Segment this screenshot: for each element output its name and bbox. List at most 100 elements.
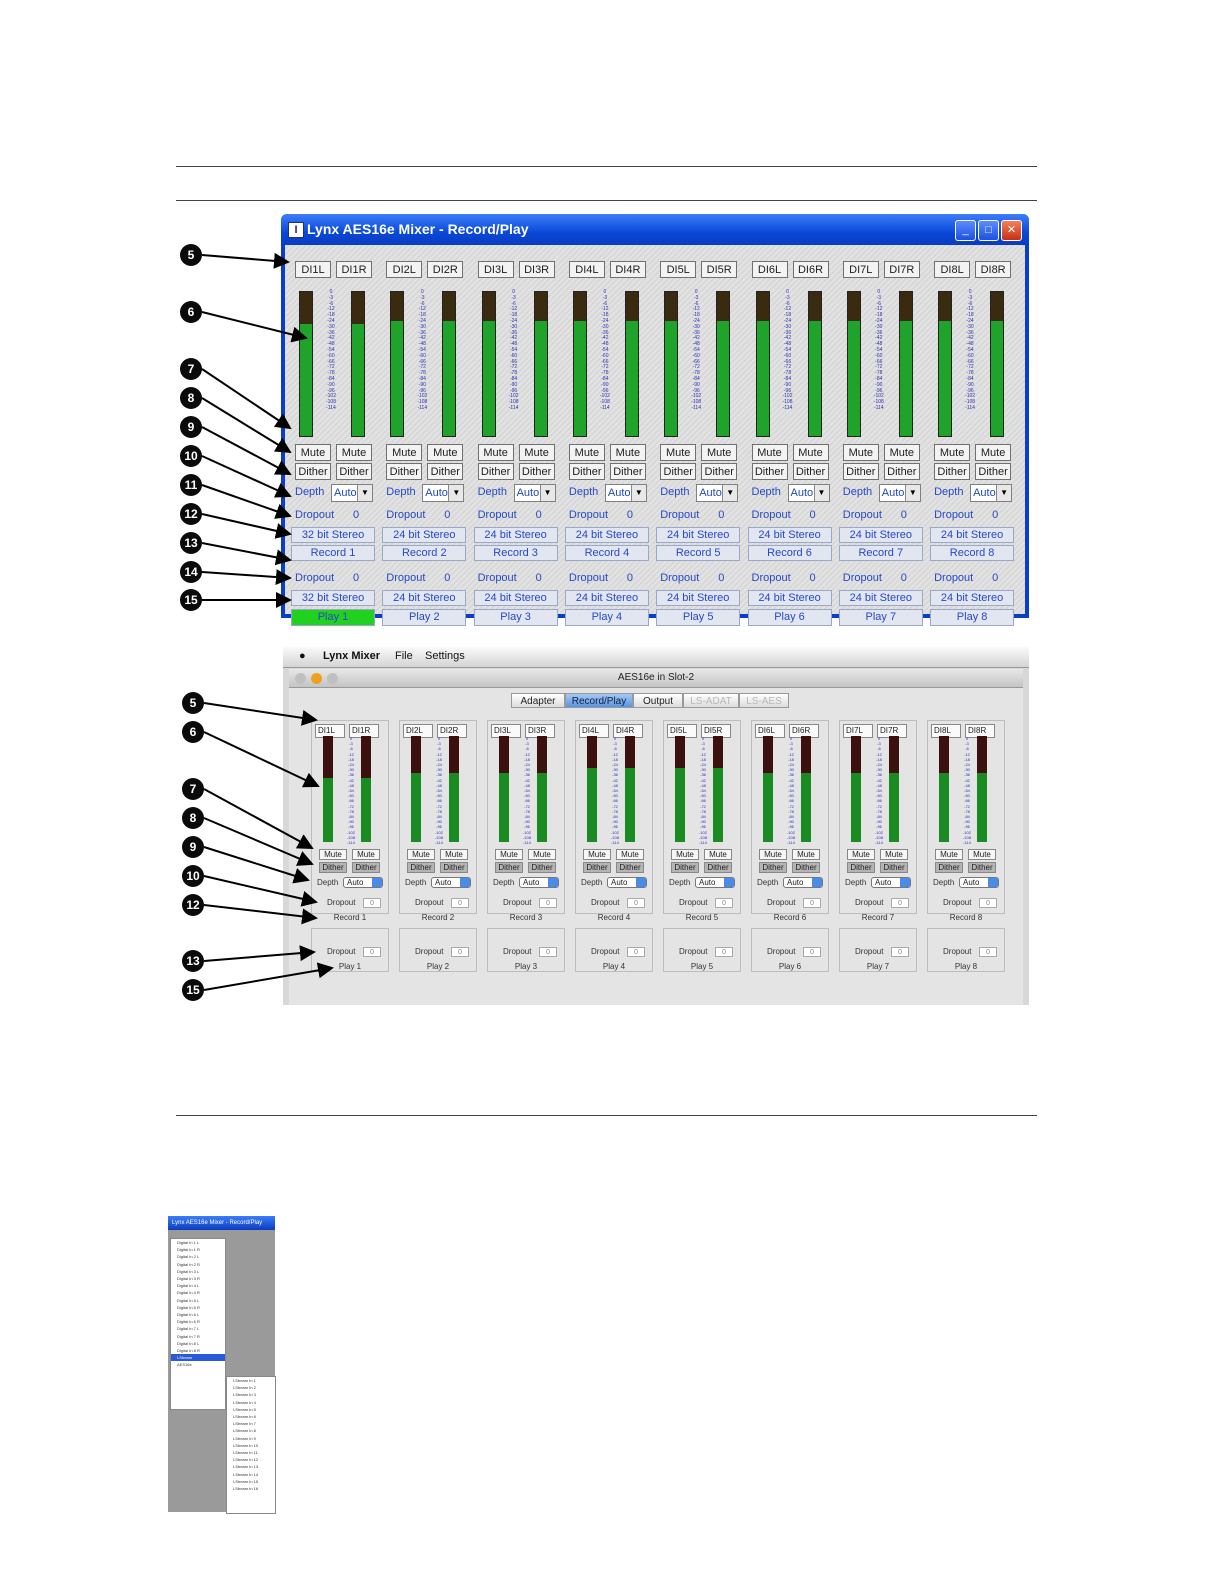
popup-arrows-icon[interactable] [900,878,910,887]
depth-select[interactable]: Auto [519,877,559,888]
mute-button-right[interactable]: Mute [609,444,646,461]
mute-button-right[interactable]: Mute [440,849,468,860]
menu-item[interactable]: LStream In 11 [233,1450,258,1456]
depth-select[interactable]: Auto [959,877,999,888]
dither-checkbox-right[interactable]: Dither [792,862,820,873]
dropdown-arrow-icon[interactable]: ▼ [813,485,829,501]
mute-button-left[interactable]: Mute [847,849,875,860]
menu-item[interactable]: Digital In 6 L [177,1312,200,1318]
zoom-button[interactable] [327,673,338,684]
maximize-icon[interactable]: □ [978,220,999,241]
menu-item[interactable]: LStream In 4 [233,1399,256,1405]
menu-item[interactable]: LStream In 14 [233,1471,259,1477]
menu-item[interactable]: LStream In 13 [233,1464,259,1470]
menu-item[interactable]: LStream In 15 [233,1478,259,1484]
dither-checkbox-right[interactable]: Dither [880,862,908,873]
dither-checkbox-right[interactable]: Dither [427,463,464,480]
menu-item[interactable]: LStream In 1 [233,1378,256,1383]
menu-item[interactable]: Digital In 1 R [177,1247,200,1253]
input-select-left[interactable]: DI4L [568,261,605,278]
menu-app[interactable]: Lynx Mixer [323,650,381,662]
menu-file[interactable]: File [395,650,413,662]
dither-checkbox-right[interactable]: Dither [883,463,920,480]
menu-item[interactable]: LStream In 6 [233,1414,256,1420]
dither-checkbox-right[interactable]: Dither [704,862,732,873]
menu-item[interactable]: LStream In 5 [233,1406,256,1412]
input-select-right[interactable]: DI7R [883,261,920,278]
input-select-left[interactable]: DI8L [934,261,971,278]
dither-checkbox-right[interactable]: Dither [701,463,738,480]
input-select-left[interactable]: DI6L [751,261,788,278]
menu-item[interactable]: Digital In 3 L [177,1268,200,1274]
menu-item[interactable]: Digital In 2 R [177,1261,200,1267]
dropdown-arrow-icon[interactable]: ▼ [539,485,555,501]
mute-button-left[interactable]: Mute [671,849,699,860]
tab-record-play[interactable]: Record/Play [565,693,633,708]
popup-arrows-icon[interactable] [636,878,646,887]
menu-item[interactable]: Digital In 4 L [177,1283,200,1289]
input-select-left[interactable]: DI5L [660,261,697,278]
mute-button-left[interactable]: Mute [407,849,435,860]
minimize-button[interactable] [311,673,322,684]
menu-item[interactable]: Digital In 4 R [177,1290,200,1296]
mute-button-right[interactable]: Mute [883,444,920,461]
menu-item[interactable]: Digital In 8 L [177,1340,200,1346]
dither-checkbox-left[interactable]: Dither [935,862,963,873]
mute-button-right[interactable]: Mute [518,444,555,461]
mute-button-left[interactable]: Mute [842,444,879,461]
input-select-right[interactable]: DI3R [518,261,555,278]
dither-checkbox-right[interactable]: Dither [609,463,646,480]
popup-arrows-icon[interactable] [548,878,558,887]
mute-button-left[interactable]: Mute [583,849,611,860]
dropdown-arrow-icon[interactable]: ▼ [996,485,1012,501]
dither-checkbox-left[interactable]: Dither [751,463,788,480]
close-icon[interactable]: ✕ [1001,220,1022,241]
input-popup-right[interactable]: DI5R [701,724,731,738]
popup-arrows-icon[interactable] [460,878,470,887]
mute-button-right[interactable]: Mute [968,849,996,860]
menu-item[interactable]: Digital In 7 L [177,1326,200,1332]
dropdown-arrow-icon[interactable]: ▼ [448,485,464,501]
mute-button-left[interactable]: Mute [319,849,347,860]
apple-icon[interactable]: ● [299,650,306,662]
mute-button-right[interactable]: Mute [352,849,380,860]
dither-checkbox-left[interactable]: Dither [847,862,875,873]
mute-button-left[interactable]: Mute [660,444,697,461]
dither-checkbox-left[interactable]: Dither [386,463,423,480]
dither-checkbox-left[interactable]: Dither [660,463,697,480]
input-select-right[interactable]: DI8R [975,261,1012,278]
input-select-left[interactable]: DI7L [842,261,879,278]
dither-checkbox-right[interactable]: Dither [352,862,380,873]
popup-arrows-icon[interactable] [372,878,382,887]
dither-checkbox-left[interactable]: Dither [583,862,611,873]
depth-select[interactable]: Auto [695,877,735,888]
input-select-left[interactable]: DI1L [295,261,331,278]
mute-button-left[interactable]: Mute [934,444,971,461]
menu-item[interactable]: Digital In 5 R [177,1304,200,1310]
mute-button-right[interactable]: Mute [704,849,732,860]
mute-button-right[interactable]: Mute [616,849,644,860]
mute-button-left[interactable]: Mute [477,444,514,461]
dither-checkbox-left[interactable]: Dither [842,463,879,480]
menu-item[interactable]: LStream In 9 [233,1435,256,1441]
dither-checkbox-left[interactable]: Dither [759,862,787,873]
lstream-submenu-list[interactable]: LStream In 1 LStream In 2 LStream In 3 LStr… [226,1376,276,1514]
depth-select[interactable]: Auto ▼ [513,484,556,502]
depth-select[interactable]: Auto ▼ [787,484,830,502]
depth-select[interactable]: Auto ▼ [970,484,1013,502]
dither-checkbox-right[interactable]: Dither [440,862,468,873]
dropdown-arrow-icon[interactable]: ▼ [722,485,738,501]
depth-select[interactable]: Auto [431,877,471,888]
popup-arrows-icon[interactable] [988,878,998,887]
popup-arrows-icon[interactable] [812,878,822,887]
input-select-right[interactable]: DI1R [336,261,372,278]
menu-settings[interactable]: Settings [425,650,465,662]
menu-item[interactable]: LStream In 16 [233,1486,259,1492]
mute-button-left[interactable]: Mute [295,444,331,461]
mute-button-left[interactable]: Mute [386,444,423,461]
dither-checkbox-left[interactable]: Dither [495,862,523,873]
depth-select[interactable]: Auto ▼ [331,484,373,502]
mute-button-right[interactable]: Mute [701,444,738,461]
dither-checkbox-left[interactable]: Dither [319,862,347,873]
menu-item[interactable]: LStream [171,1354,225,1362]
